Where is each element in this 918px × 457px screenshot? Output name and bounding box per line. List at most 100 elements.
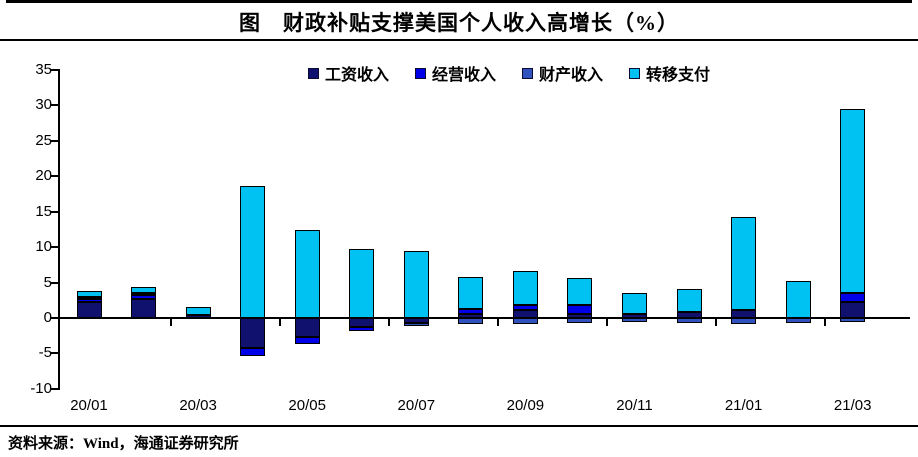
x-axis-tick xyxy=(497,318,500,326)
x-axis-tick xyxy=(606,318,609,326)
bar-segment-property-income xyxy=(76,297,102,300)
y-axis-tick xyxy=(51,139,58,142)
bar-segment-wage-income xyxy=(294,318,320,338)
y-axis-label: 15 xyxy=(35,202,52,220)
bar-segment-business-income xyxy=(567,304,593,314)
x-axis-tick xyxy=(278,318,281,326)
bar-segment-transfer-payments xyxy=(403,250,429,318)
x-axis-tick xyxy=(715,318,718,326)
bar-segment-wage-income xyxy=(131,298,157,318)
top-divider xyxy=(6,0,912,3)
x-axis-line xyxy=(58,317,910,319)
legend-item-property-income: 财产收入 xyxy=(522,61,603,85)
x-axis-label: 20/05 xyxy=(288,397,326,414)
y-axis-tick xyxy=(51,68,58,71)
y-axis-label: 0 xyxy=(43,309,52,326)
legend-item-transfer-payments: 转移支付 xyxy=(629,61,710,85)
bar-segment-wage-income xyxy=(185,315,211,318)
bar-segment-transfer-payments xyxy=(76,291,102,298)
bar-segment-wage-income xyxy=(840,301,866,318)
bar-segment-wage-income xyxy=(458,313,484,318)
x-axis-label: 20/03 xyxy=(179,397,217,414)
legend-swatch-wage-income xyxy=(307,67,319,79)
bar-segment-transfer-payments xyxy=(185,306,211,316)
bar-segment-property-income xyxy=(785,318,811,323)
legend-label-wage-income: 工资收入 xyxy=(324,67,389,84)
legend-swatch-property-income xyxy=(522,67,533,79)
bar-segment-property-income xyxy=(512,318,538,324)
source-note: 资料来源：Wind，海通证券研究所 xyxy=(8,436,239,452)
bar-segment-business-income xyxy=(840,293,866,302)
y-axis-tick xyxy=(51,317,58,319)
y-axis-tick xyxy=(51,104,58,107)
bar-segment-wage-income xyxy=(349,318,375,328)
bar-segment-transfer-payments xyxy=(676,288,702,312)
bar-segment-wage-income xyxy=(76,301,102,318)
legend-item-business-income: 经营收入 xyxy=(414,61,496,85)
bar-segment-wage-income xyxy=(567,313,593,318)
bar-segment-property-income xyxy=(676,318,702,323)
bar-segment-wage-income xyxy=(622,313,647,318)
x-axis-label: 21/01 xyxy=(724,397,763,414)
bar-segment-wage-income xyxy=(240,318,266,348)
bar-segment-business-income xyxy=(131,294,157,299)
bar-segment-property-income xyxy=(622,318,647,323)
y-axis-line xyxy=(58,68,60,390)
stacked-bar-chart: 工资收入 经营收入 财产收入 转移支付 35 30 25 20 15 10 5 0 -5 -10 20/0… xyxy=(0,41,918,425)
bar-segment-transfer-payments xyxy=(567,278,593,305)
bar-segment-wage-income xyxy=(403,318,429,323)
y-axis-label: 35 xyxy=(35,60,52,78)
legend-label-business-income: 经营收入 xyxy=(431,67,496,84)
bar-segment-transfer-payments xyxy=(349,249,375,318)
x-axis-label: 20/11 xyxy=(616,397,653,414)
bar-segment-property-income xyxy=(840,318,866,323)
y-axis-tick xyxy=(51,387,58,390)
bar-segment-wage-income xyxy=(512,310,538,318)
y-axis-tick xyxy=(51,281,58,284)
bar-segment-business-income xyxy=(294,337,320,344)
bar-segment-wage-income xyxy=(731,310,757,318)
y-axis-tick xyxy=(51,246,58,249)
bar-segment-business-income xyxy=(349,327,375,331)
legend-item-wage-income: 工资收入 xyxy=(307,61,389,85)
bar-segment-property-income xyxy=(458,318,484,324)
bar-segment-property-income xyxy=(567,318,593,323)
x-axis-label: 20/09 xyxy=(506,397,545,414)
bar-segment-business-income xyxy=(512,304,538,311)
bar-segment-transfer-payments xyxy=(240,186,266,318)
bar-segment-property-income xyxy=(731,318,757,324)
bar-segment-wage-income xyxy=(676,311,702,318)
x-axis-tick xyxy=(824,318,827,326)
legend-label-property-income: 财产收入 xyxy=(539,67,604,84)
legend-label-transfer-payments: 转移支付 xyxy=(646,67,711,84)
title-divider xyxy=(0,39,918,41)
y-axis-label: 10 xyxy=(35,238,52,256)
y-axis-label: 20 xyxy=(35,167,52,185)
x-axis-tick xyxy=(169,318,172,326)
bar-segment-property-income xyxy=(131,293,157,296)
bar-segment-transfer-payments xyxy=(131,286,157,294)
chart-legend: 工资收入 经营收入 财产收入 转移支付 xyxy=(100,61,918,85)
y-axis-tick xyxy=(51,175,58,178)
figure-title: 图 财政补贴支撑美国个人收入高增长（%） xyxy=(239,11,679,35)
bar-segment-business-income xyxy=(458,308,484,314)
bar-segment-property-income xyxy=(403,322,429,326)
bar-segment-transfer-payments xyxy=(622,293,647,314)
x-axis-label: 21/03 xyxy=(833,397,872,414)
legend-swatch-transfer-payments xyxy=(629,67,641,79)
bar-segment-transfer-payments xyxy=(840,108,866,294)
bar-segment-transfer-payments xyxy=(458,276,484,309)
y-axis-label: -5 xyxy=(38,344,52,362)
y-axis-tick xyxy=(51,210,58,213)
y-axis-tick xyxy=(51,352,58,355)
bar-segment-transfer-payments xyxy=(731,217,757,311)
legend-swatch-business-income xyxy=(414,67,426,79)
y-axis-label: 25 xyxy=(35,131,52,149)
bar-segment-transfer-payments xyxy=(512,270,538,305)
bar-segment-transfer-payments xyxy=(785,281,811,318)
x-axis-label: 20/01 xyxy=(70,397,108,414)
bar-segment-business-income xyxy=(240,347,266,356)
y-axis-label: -10 xyxy=(30,379,52,397)
y-axis-label: 30 xyxy=(35,96,52,114)
